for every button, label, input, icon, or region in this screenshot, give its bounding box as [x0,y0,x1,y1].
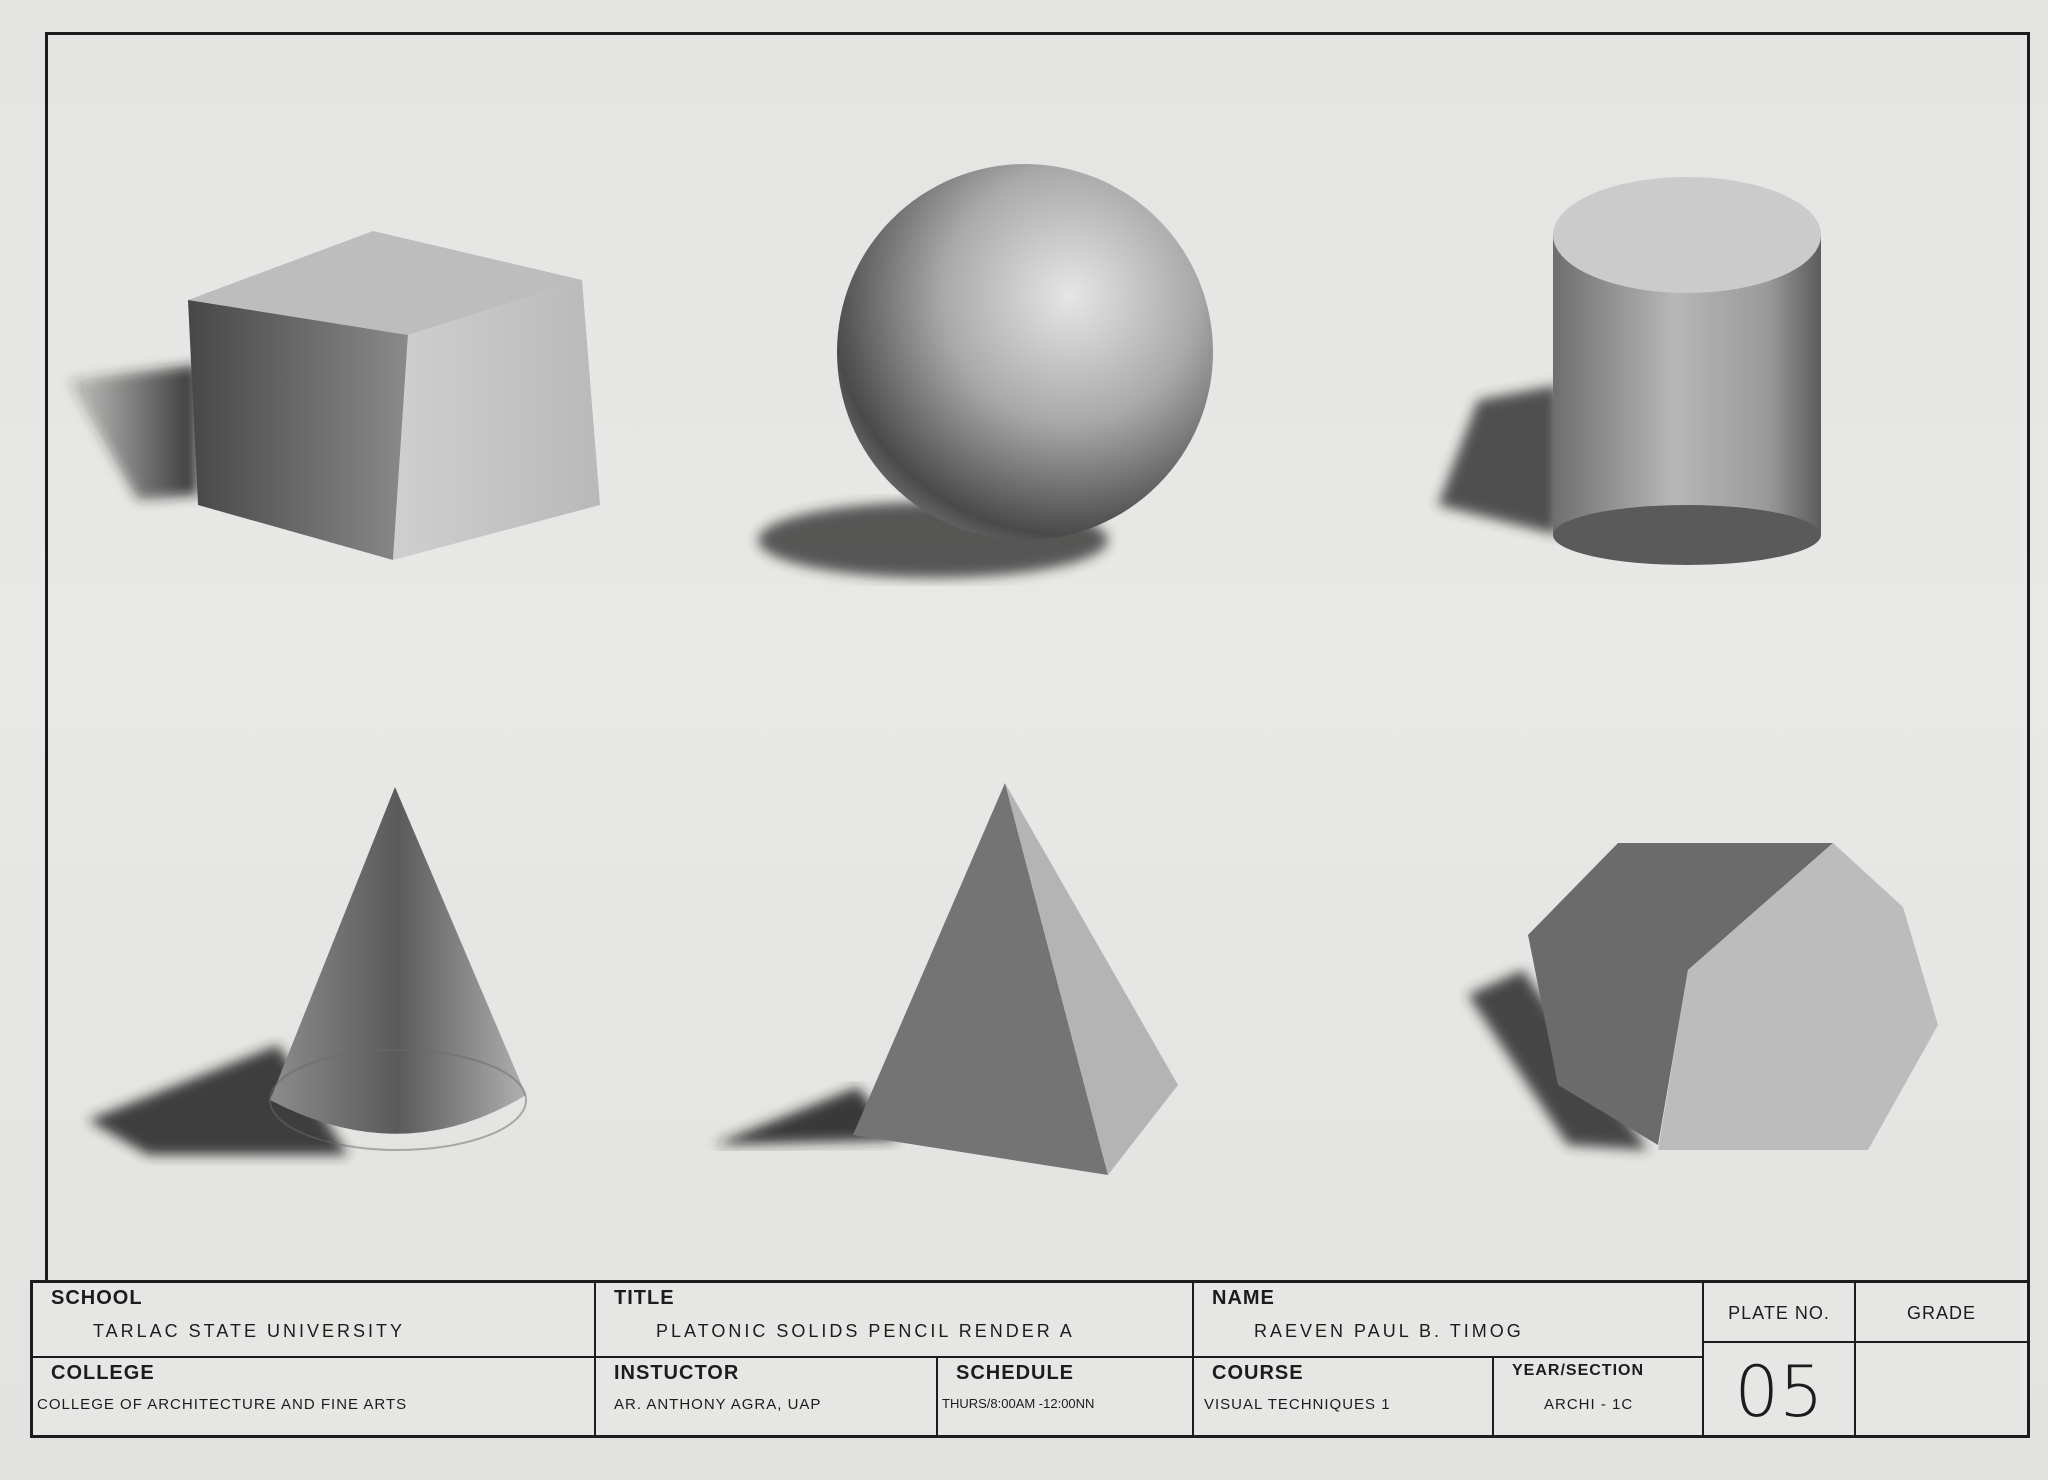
year-section-value: ARCHI - 1C [1544,1396,1634,1413]
grade-label-cell: GRADE [1856,1283,2027,1343]
plate-number-cell: 05 [1704,1343,1856,1435]
drawing-area [48,35,2027,1280]
school-label: SCHOOL [51,1287,143,1309]
year-section-cell: YEAR/SECTION ARCHI - 1C [1494,1358,1704,1435]
college-label: COLLEGE [51,1362,155,1384]
college-cell: COLLEGE COLLEGE OF ARCHITECTURE AND FINE… [33,1358,596,1435]
school-cell: SCHOOL TARLAC STATE UNIVERSITY [33,1283,596,1358]
name-cell: NAME RAEVEN PAUL B. TIMOG [1194,1283,1704,1358]
instructor-value: AR. ANTHONY AGRA, UAP [614,1396,822,1413]
school-value: TARLAC STATE UNIVERSITY [93,1321,406,1341]
schedule-label: SCHEDULE [956,1362,1075,1384]
schedule-cell: SCHEDULE THURS/8:00am -12:00nn [938,1358,1194,1435]
schedule-value: THURS/8:00am -12:00nn [942,1396,1095,1411]
rectangular-prism-drawing [68,231,600,560]
title-label: TITLE [614,1287,675,1309]
cone-drawing [88,787,527,1155]
cylinder-drawing [1438,177,1821,565]
grade-label: GRADE [1906,1303,1976,1323]
title-block: SCHOOL TARLAC STATE UNIVERSITY TITLE PLA… [30,1280,2030,1438]
course-label: COURSE [1212,1362,1304,1384]
year-section-label: YEAR/SECTION [1512,1362,1645,1379]
plate-label-cell: PLATE No. [1704,1283,1856,1343]
grade-value-cell [1856,1343,2027,1435]
title-cell: TITLE PLATONIC SOLIDS PENCIL RENDER A [596,1283,1194,1358]
pyramid-drawing [713,783,1178,1175]
instructor-cell: INSTUCTOR AR. ANTHONY AGRA, UAP [596,1358,938,1435]
sphere-drawing [758,164,1213,578]
plate-label: PLATE No. [1728,1303,1830,1323]
name-label: NAME [1212,1287,1275,1309]
plate-number: 05 [1734,1351,1824,1433]
hexagonal-prism-drawing [1468,843,1938,1150]
college-value: COLLEGE OF ARCHITECTURE AND FINE ARTS [37,1396,408,1413]
course-cell: COURSE VISUAL TECHNIQUES 1 [1194,1358,1494,1435]
title-value: PLATONIC SOLIDS PENCIL RENDER A [656,1321,1075,1341]
course-value: VISUAL TECHNIQUES 1 [1204,1396,1391,1413]
name-value: RAEVEN PAUL B. TIMOG [1254,1321,1524,1341]
instructor-label: INSTUCTOR [614,1362,740,1384]
